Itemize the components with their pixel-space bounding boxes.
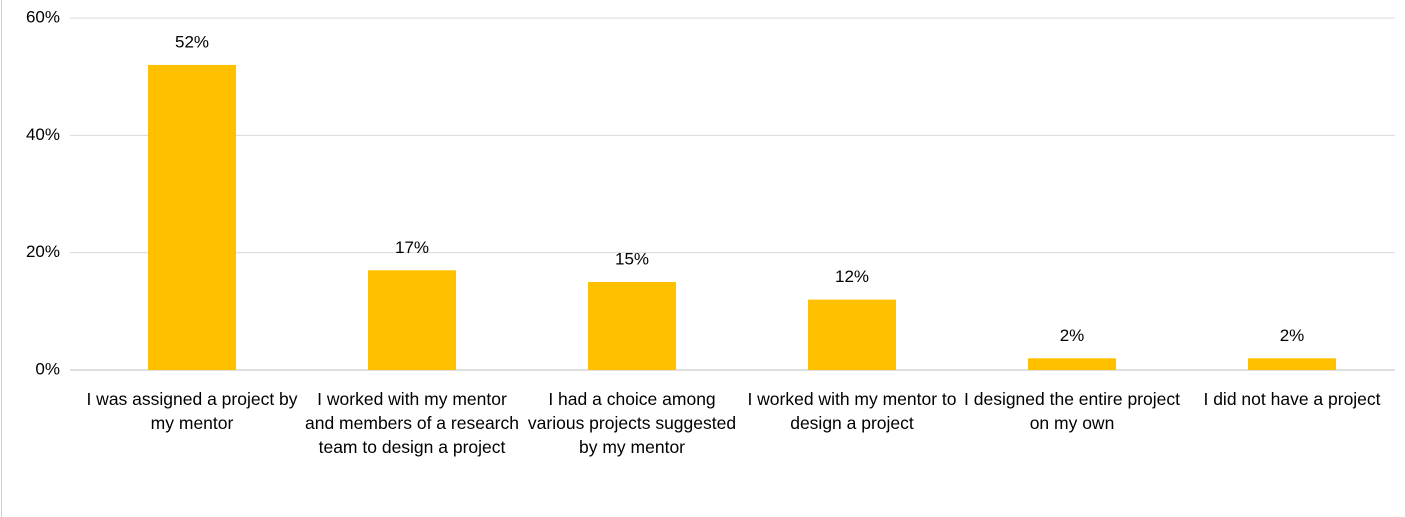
bar: [1248, 358, 1336, 370]
y-tick-label: 20%: [26, 242, 60, 261]
y-tick-label: 60%: [26, 7, 60, 26]
data-label: 52%: [175, 32, 209, 51]
x-tick-label: I worked with my mentor to design a proj…: [747, 389, 957, 433]
data-label: 17%: [395, 238, 429, 257]
bar: [808, 299, 896, 370]
data-label: 12%: [835, 267, 869, 286]
bar: [148, 64, 236, 370]
data-label: 15%: [615, 249, 649, 268]
y-tick-label: 0%: [35, 359, 60, 378]
x-tick-label: I did not have a project: [1203, 389, 1381, 409]
data-label: 2%: [1060, 326, 1085, 345]
x-tick-label: I had a choice among various projects su…: [527, 389, 737, 457]
x-tick-label: I worked with my mentor and members of a…: [305, 389, 519, 457]
bar: [588, 282, 676, 370]
bar: [1028, 358, 1116, 370]
data-label: 2%: [1280, 326, 1305, 345]
y-tick-label: 40%: [26, 125, 60, 144]
x-tick-label: I designed the entire project on my own: [964, 389, 1180, 433]
bar: [368, 270, 456, 370]
x-tick-label: I was assigned a project by my mentor: [86, 389, 298, 433]
